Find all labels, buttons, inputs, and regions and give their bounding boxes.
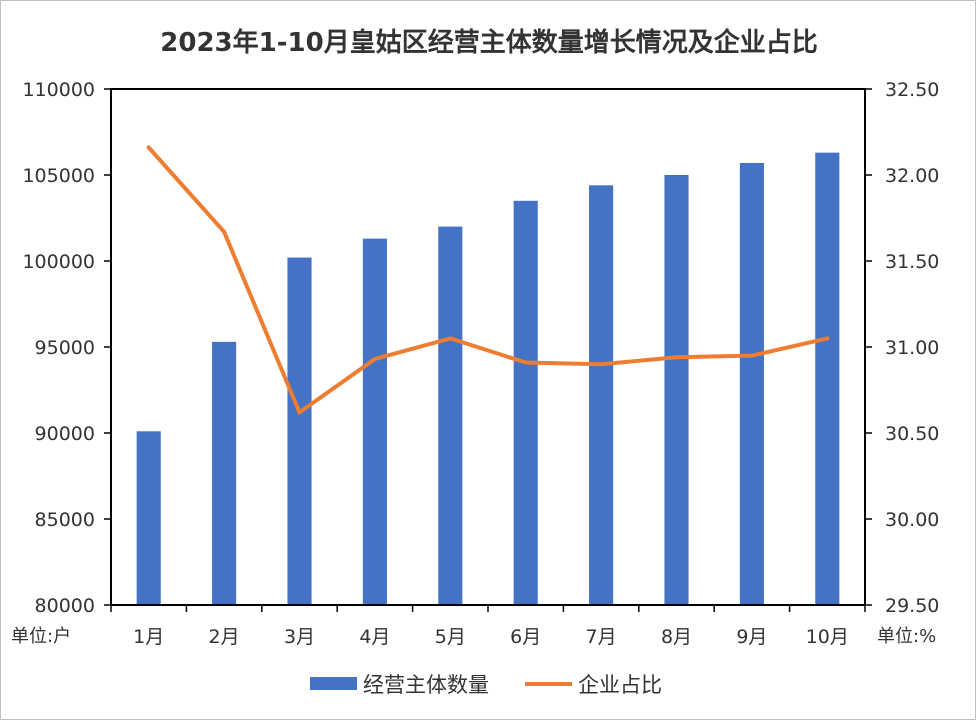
left-axis-ticks: 80000 85000 90000 95000 100000 105000 110000 xyxy=(22,79,111,617)
left-tick-label: 85000 xyxy=(35,509,95,531)
right-tick-label: 32.00 xyxy=(885,165,939,187)
left-tick-label: 95000 xyxy=(35,337,95,359)
right-tick-label: 32.50 xyxy=(885,79,939,101)
bar xyxy=(438,226,463,605)
bar xyxy=(212,341,237,605)
bar xyxy=(136,431,161,605)
right-tick-label: 31.50 xyxy=(885,251,939,273)
category-label: 5月 xyxy=(435,626,466,648)
legend-label-bar: 经营主体数量 xyxy=(363,673,489,697)
bar xyxy=(664,175,689,605)
legend-swatch-bar xyxy=(310,677,357,690)
line-series xyxy=(146,145,830,415)
left-unit-label: 单位:户 xyxy=(11,626,71,647)
chart-title: 2023年1-10月皇姑区经营主体数量增长情况及企业占比 xyxy=(160,27,817,58)
bar xyxy=(513,200,538,606)
bar xyxy=(739,162,764,605)
category-label: 1月 xyxy=(133,626,164,648)
line-point xyxy=(749,353,754,358)
right-tick-label: 30.50 xyxy=(885,423,939,445)
left-tick-label: 90000 xyxy=(35,423,95,445)
left-tick-label: 100000 xyxy=(22,251,95,273)
series-line xyxy=(146,145,830,415)
right-tick-label: 29.50 xyxy=(885,595,939,617)
category-label: 10月 xyxy=(806,626,849,648)
bar xyxy=(362,238,387,605)
line-point xyxy=(297,410,302,415)
category-label: 9月 xyxy=(736,626,767,648)
bar-series xyxy=(136,152,840,606)
category-label: 3月 xyxy=(284,626,315,648)
left-tick-label: 105000 xyxy=(22,165,95,187)
category-label: 6月 xyxy=(510,626,541,648)
right-tick-label: 30.00 xyxy=(885,509,939,531)
line-point xyxy=(825,336,830,341)
line-point xyxy=(599,362,604,367)
bar xyxy=(589,185,614,605)
bar xyxy=(815,152,840,605)
line-point xyxy=(146,145,151,150)
line-point xyxy=(523,360,528,365)
line-point xyxy=(372,357,377,362)
line-point xyxy=(222,229,227,234)
bar xyxy=(287,257,312,605)
legend-label-line: 企业占比 xyxy=(578,673,662,697)
left-tick-label: 110000 xyxy=(22,79,95,101)
category-label: 4月 xyxy=(359,626,390,648)
right-unit-label: 单位:% xyxy=(877,626,936,647)
left-tick-label: 80000 xyxy=(35,595,95,617)
line-point xyxy=(448,336,453,341)
right-tick-label: 31.00 xyxy=(885,337,939,359)
line-point xyxy=(674,355,679,360)
legend: 经营主体数量 企业占比 xyxy=(310,673,662,697)
category-label: 8月 xyxy=(661,626,692,648)
right-axis-ticks: 29.50 30.00 30.50 31.00 31.50 32.00 32.50 xyxy=(865,79,939,617)
category-axis-ticks: 1月 2月 3月 4月 5月 6月 7月 8月 9月 10月 xyxy=(110,605,866,648)
category-label: 7月 xyxy=(586,626,617,648)
category-label: 2月 xyxy=(209,626,240,648)
